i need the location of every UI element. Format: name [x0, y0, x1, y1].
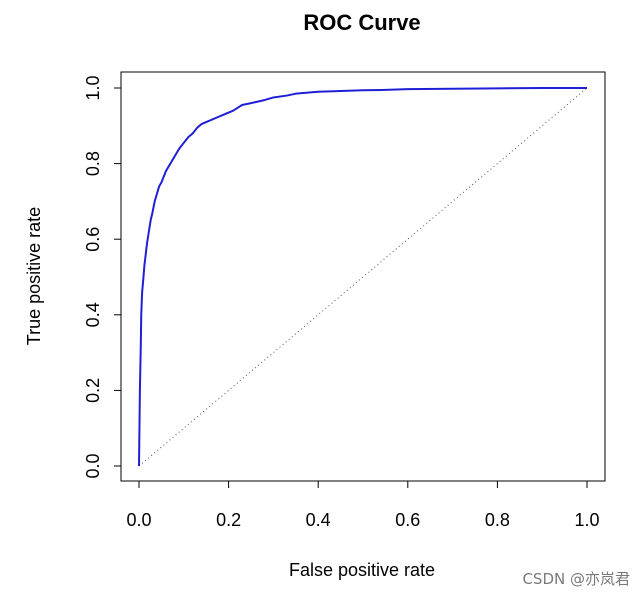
reference-line: [138, 87, 588, 467]
x-axis: 0.0 0.2 0.4 0.6 0.8 1.0: [126, 480, 600, 530]
y-tick-label: 1.0: [83, 75, 103, 100]
series-group: [138, 87, 587, 467]
y-tick-label: 0.2: [83, 378, 103, 403]
chart-title: ROC Curve: [303, 10, 420, 35]
watermark-text: CSDN @亦岚君: [522, 570, 630, 588]
y-axis: 0.0 0.2 0.4 0.6 0.8 1.0: [83, 75, 122, 479]
y-tick-label: 0.8: [83, 151, 103, 176]
x-tick-label: 0.4: [306, 510, 331, 530]
y-tick-label: 0.4: [83, 302, 103, 327]
x-tick-label: 1.0: [574, 510, 599, 530]
x-axis-label: False positive rate: [289, 560, 435, 580]
roc-curve-line: [138, 87, 587, 467]
y-tick-label: 0.6: [83, 227, 103, 252]
x-tick-label: 0.6: [395, 510, 420, 530]
y-tick-label: 0.0: [83, 453, 103, 478]
x-tick-label: 0.2: [216, 510, 241, 530]
x-tick-label: 0.8: [485, 510, 510, 530]
y-axis-label: True positive rate: [24, 207, 44, 345]
reference-line-group: [138, 87, 588, 467]
x-tick-label: 0.0: [126, 510, 151, 530]
